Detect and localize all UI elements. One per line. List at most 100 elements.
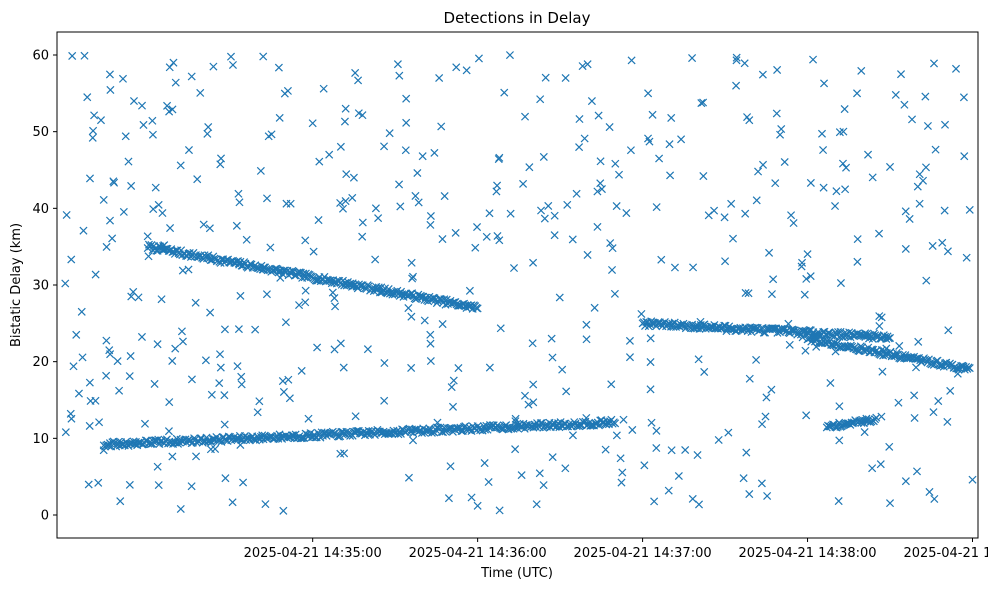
data-point — [502, 421, 511, 430]
data-point — [495, 236, 504, 245]
data-point — [118, 74, 128, 83]
data-point — [220, 420, 229, 429]
data-point — [826, 378, 835, 388]
data-point — [657, 320, 666, 329]
data-point — [608, 265, 617, 274]
data-point — [519, 179, 528, 188]
data-point — [61, 428, 70, 437]
data-point — [347, 282, 357, 291]
data-point — [164, 427, 173, 436]
data-point — [628, 425, 637, 434]
data-point — [885, 333, 895, 342]
data-point — [601, 445, 610, 454]
y-tick-label: 40 — [32, 202, 49, 217]
data-point — [959, 93, 968, 102]
data-point — [426, 356, 435, 366]
data-point — [772, 109, 781, 118]
data-point — [236, 440, 245, 449]
data-point — [90, 111, 99, 120]
data-point — [882, 344, 891, 353]
data-point — [91, 270, 100, 279]
data-point — [143, 232, 152, 241]
data-point — [583, 60, 592, 69]
data-point — [395, 71, 404, 80]
data-point — [583, 250, 592, 259]
data-point — [153, 340, 162, 349]
data-point — [727, 199, 736, 208]
data-point — [648, 110, 657, 119]
data-point — [238, 435, 247, 444]
data-point — [878, 367, 887, 376]
data-point — [877, 313, 886, 322]
data-point — [396, 429, 405, 438]
data-point — [806, 178, 815, 187]
data-point — [593, 187, 602, 196]
data-point — [418, 152, 427, 161]
data-point — [765, 248, 774, 257]
data-point — [435, 73, 444, 83]
data-point — [72, 330, 81, 339]
data-point — [767, 290, 776, 299]
data-point — [688, 54, 697, 63]
data-point — [340, 117, 349, 126]
data-point — [474, 54, 483, 63]
data-point — [665, 140, 674, 149]
data-point — [393, 60, 402, 69]
data-point — [610, 289, 619, 298]
data-point — [384, 285, 393, 294]
data-point — [220, 325, 229, 334]
data-point — [110, 178, 119, 187]
data-point — [66, 409, 75, 418]
data-point — [625, 336, 634, 345]
data-point — [831, 202, 840, 211]
y-tick-label: 60 — [32, 49, 49, 64]
data-point — [148, 439, 157, 448]
data-point — [237, 380, 246, 389]
data-point — [622, 209, 631, 218]
data-point — [646, 358, 655, 367]
data-point — [371, 255, 380, 264]
data-point — [457, 427, 466, 436]
data-point — [931, 145, 940, 154]
data-point — [529, 380, 538, 389]
data-point — [336, 449, 345, 458]
data-point — [279, 506, 288, 515]
data-point — [650, 497, 659, 506]
data-point — [819, 183, 828, 192]
data-point — [619, 415, 628, 424]
data-point — [511, 445, 520, 454]
data-point — [407, 363, 416, 372]
data-point — [817, 129, 827, 138]
data-point — [275, 113, 284, 122]
data-point — [140, 419, 150, 428]
data-point — [80, 51, 89, 60]
data-point — [471, 243, 480, 252]
data-point — [414, 198, 423, 207]
data-point — [832, 187, 841, 196]
data-point — [341, 104, 350, 113]
data-point — [603, 417, 612, 426]
data-point — [840, 105, 849, 114]
data-point — [165, 398, 174, 407]
data-point — [255, 397, 264, 406]
data-point — [739, 474, 748, 483]
data-point — [235, 198, 244, 207]
data-point — [495, 506, 504, 515]
x-tick-label: 2025-04-21 14:35:00 — [244, 546, 382, 561]
data-point — [590, 303, 599, 312]
data-point — [160, 241, 169, 250]
data-point — [720, 213, 729, 222]
data-point — [125, 372, 134, 381]
data-point — [151, 183, 160, 192]
data-point — [275, 430, 284, 439]
data-point — [485, 363, 494, 372]
data-point — [688, 494, 697, 503]
y-tick-label: 20 — [32, 355, 49, 370]
data-point — [407, 258, 416, 267]
data-point — [944, 326, 953, 335]
data-point — [582, 335, 591, 344]
data-point — [938, 238, 947, 247]
data-point — [266, 243, 275, 252]
data-point — [769, 275, 778, 284]
data-point — [178, 266, 187, 275]
